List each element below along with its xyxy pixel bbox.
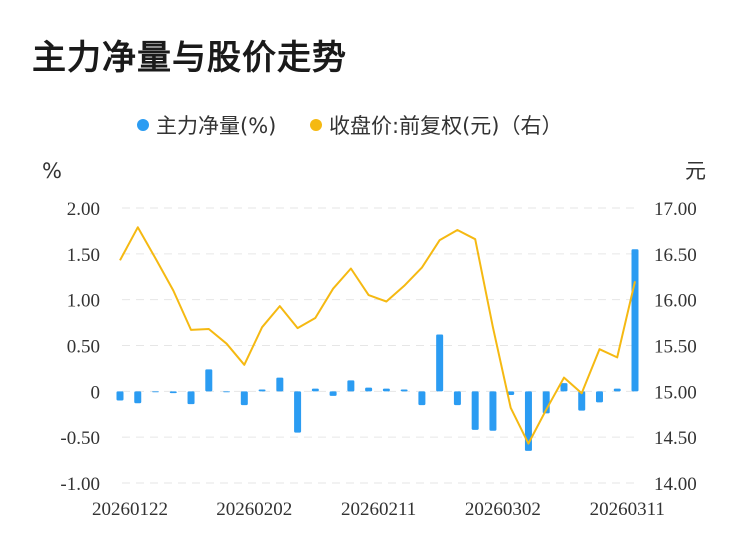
bar [365,387,373,392]
x-tick-label: 20260211 [341,499,416,520]
x-tick-label: 20260302 [465,499,541,520]
close-price-line [119,226,636,445]
right-axis-ticks: 17.00 16.50 16.00 15.50 15.00 14.50 14.00 [654,199,697,495]
bar [489,391,497,431]
left-tick-label: 1.00 [67,291,100,312]
right-tick-label: 15.50 [654,337,697,358]
left-axis-unit: % [42,159,62,183]
bar [205,369,213,392]
bar [294,391,302,433]
left-tick-label: 2.00 [67,199,100,220]
left-tick-label: -0.50 [60,428,100,449]
bar [400,389,408,392]
bar [187,391,195,405]
bar [223,391,231,393]
bar [347,380,355,392]
right-axis-unit: 元 [685,159,706,183]
bar [453,391,461,406]
x-axis-ticks: 20260122 20260202 20260211 20260302 20260311 [92,499,665,520]
line-series [119,226,636,445]
legend-marker-net-volume [137,119,149,131]
bar-series [116,249,639,451]
right-tick-label: 14.00 [654,474,697,495]
legend-label-close-price: 收盘价:前复权(元)（右） [329,114,562,138]
bar [436,334,444,392]
right-tick-label: 16.50 [654,245,697,266]
bar [276,377,284,392]
x-tick-label: 20260311 [590,499,665,520]
bar [418,391,426,406]
gridlines [122,207,636,484]
bar [311,388,319,392]
left-axis-ticks: 2.00 1.50 1.00 0.50 0 -0.50 -1.00 [60,199,100,495]
bar [471,391,479,430]
right-tick-label: 15.00 [654,382,697,403]
left-tick-label: 1.50 [67,245,100,266]
bar [613,388,621,392]
bar [134,391,142,404]
bar [631,249,639,392]
right-tick-label: 17.00 [654,199,697,220]
left-tick-label: -1.00 [60,474,100,495]
bar [524,391,532,451]
bar [240,391,248,406]
bar [382,388,390,392]
bar [258,389,266,392]
bar [578,391,586,411]
left-tick-label: 0 [91,382,101,403]
bar [116,391,124,401]
bar [560,383,568,392]
legend-label-net-volume: 主力净量(%) [156,114,276,138]
bar [152,391,160,393]
bar [507,391,515,395]
page-title: 主力净量与股价走势 [32,38,347,78]
legend-marker-close-price [310,119,322,131]
x-tick-label: 20260122 [92,499,168,520]
bar [329,391,337,396]
x-tick-label: 20260202 [216,499,292,520]
bar [169,391,177,394]
legend: 主力净量(%) 收盘价:前复权(元)（右） [137,114,562,138]
left-tick-label: 0.50 [67,337,100,358]
right-tick-label: 16.00 [654,291,697,312]
right-tick-label: 14.50 [654,428,697,449]
bar [595,391,603,403]
